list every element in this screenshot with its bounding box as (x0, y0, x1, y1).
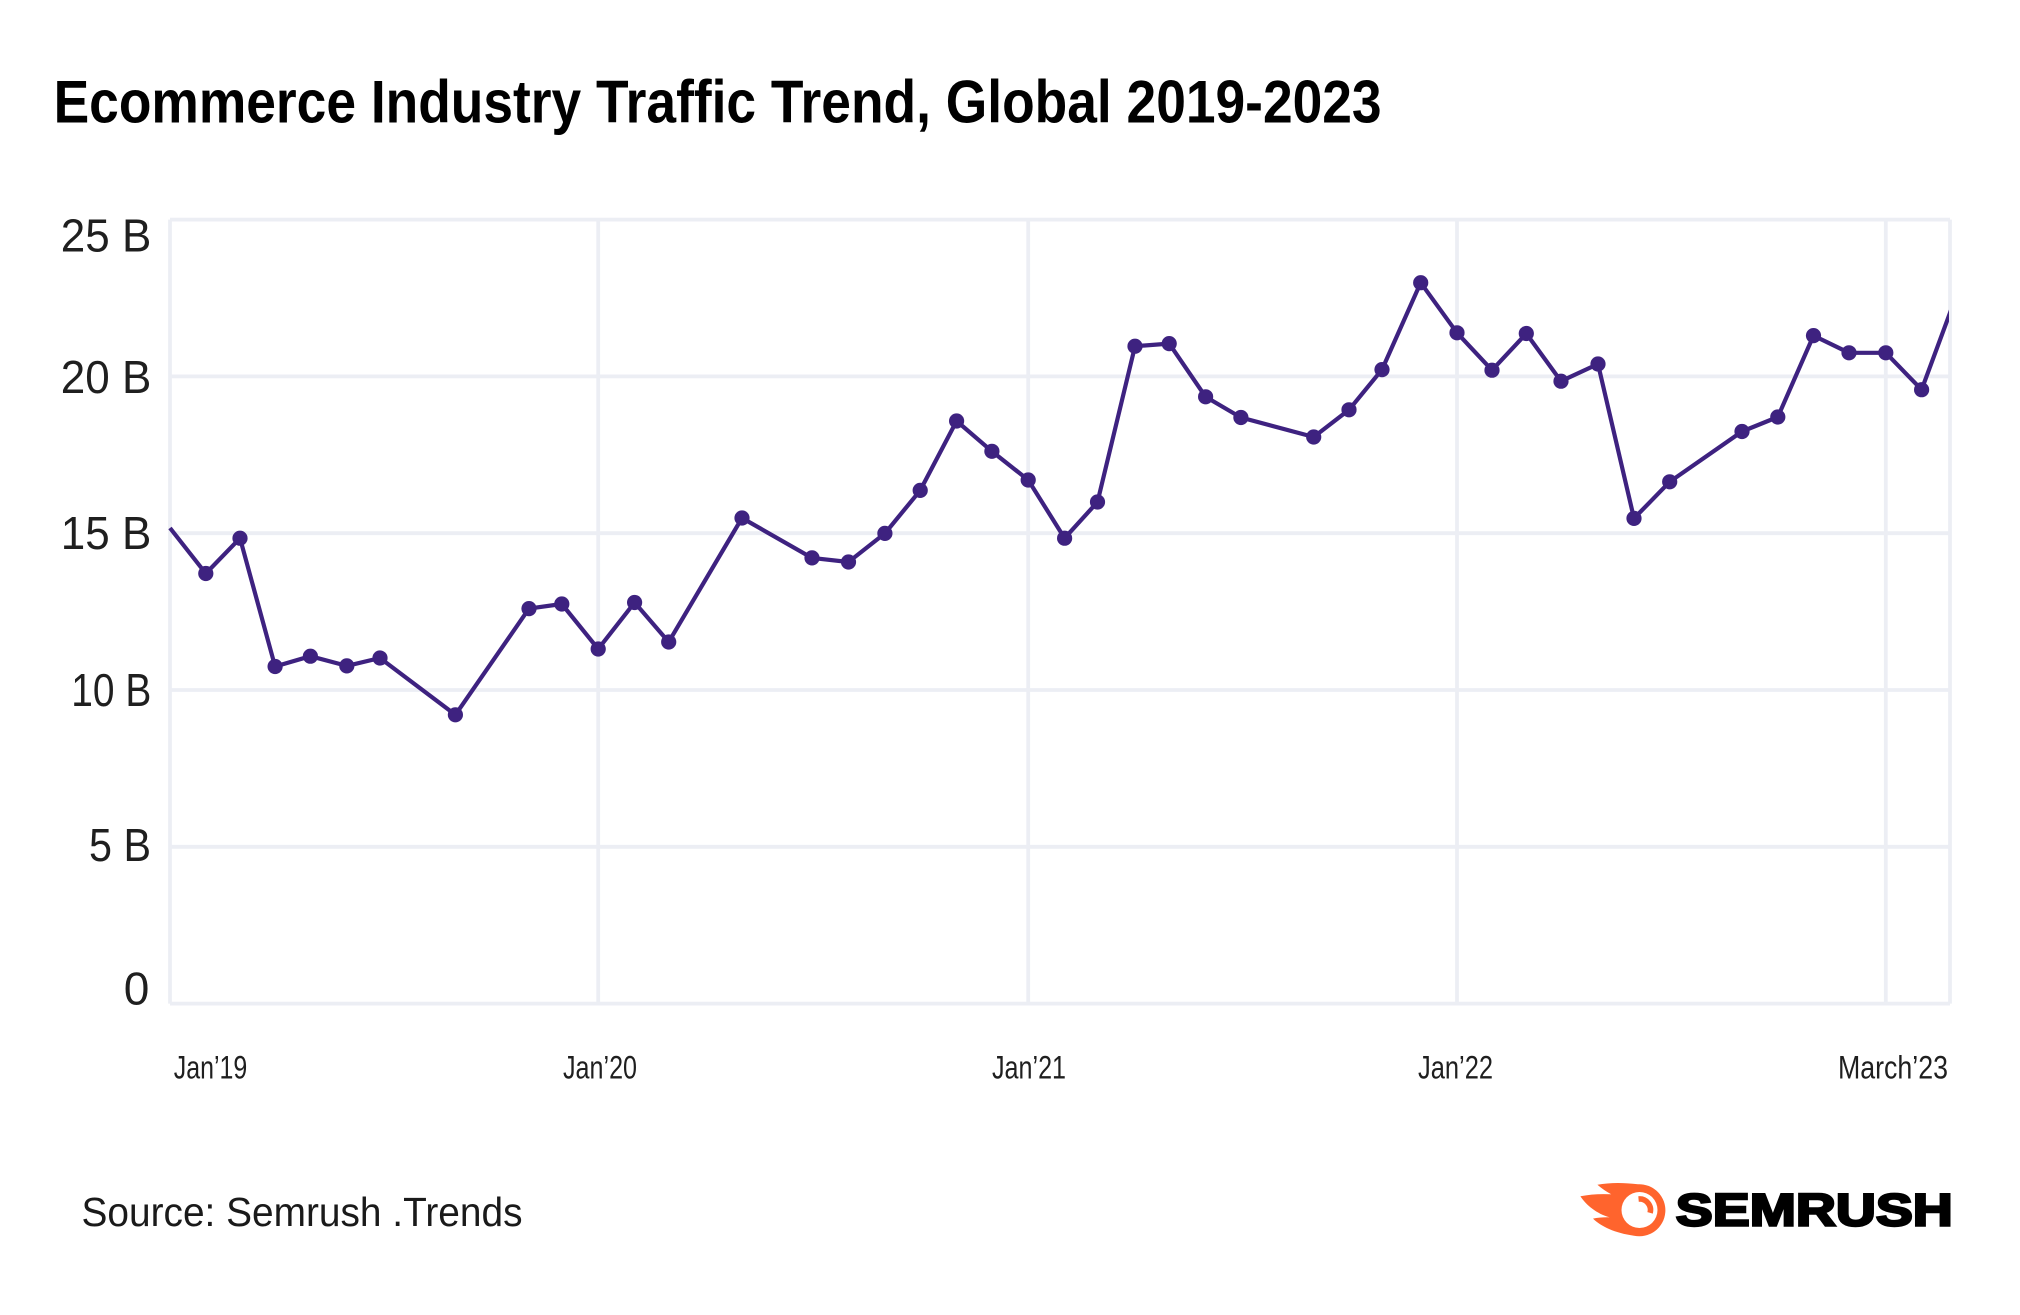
svg-text:0: 0 (124, 963, 150, 1015)
svg-text:15 B: 15 B (61, 507, 152, 559)
svg-text:Ecommerce Industry Traffic Tre: Ecommerce Industry Traffic Trend, Global… (54, 68, 1382, 135)
svg-text:Jan’22: Jan’22 (1418, 1050, 1493, 1086)
svg-text:Jan’21: Jan’21 (992, 1050, 1066, 1086)
svg-text:Jan’19: Jan’19 (174, 1050, 248, 1086)
svg-text:5 B: 5 B (89, 819, 151, 871)
svg-text:25 B: 25 B (61, 210, 152, 262)
svg-text:20 B: 20 B (61, 351, 152, 403)
svg-text:SEMRUSH: SEMRUSH (1676, 1185, 1953, 1236)
svg-text:Jan’20: Jan’20 (563, 1050, 637, 1086)
svg-text:Source: Semrush .Trends: Source: Semrush .Trends (82, 1189, 523, 1235)
svg-text:March’23: March’23 (1838, 1050, 1948, 1086)
svg-text:10 B: 10 B (71, 664, 151, 716)
